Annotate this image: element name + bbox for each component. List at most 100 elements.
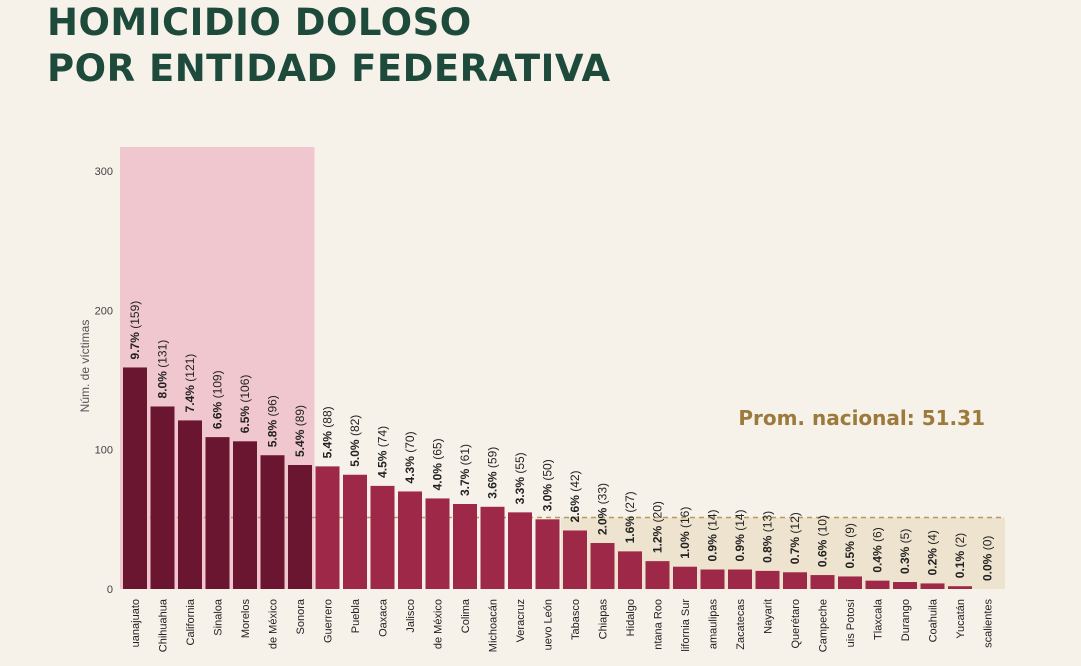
bar	[178, 420, 202, 589]
data-label-count: (20)	[651, 501, 665, 526]
data-label: 5.4% (88)	[321, 406, 335, 458]
data-label-count: (82)	[348, 415, 362, 440]
data-label: 0.6% (10)	[816, 515, 830, 567]
category-label: Hidalgo	[625, 599, 637, 636]
category-label: Puebla	[350, 598, 362, 633]
data-label-percent: 4.0%	[431, 463, 445, 491]
data-label: 6.6% (109)	[211, 370, 225, 429]
data-label: 0.9% (14)	[706, 509, 720, 561]
data-label-count: (61)	[458, 444, 472, 469]
data-label-count: (13)	[761, 511, 775, 536]
data-label: 0.4% (6)	[871, 527, 885, 572]
data-label: 0.7% (12)	[788, 512, 802, 564]
category-label: California	[185, 598, 197, 645]
data-label-count: (27)	[623, 491, 637, 516]
data-label-percent: 4.3%	[403, 456, 417, 484]
data-label-count: (5)	[898, 529, 912, 547]
bar	[453, 504, 477, 589]
category-label: Colima	[460, 598, 472, 633]
data-label-count: (6)	[871, 527, 885, 545]
data-label: 3.7% (61)	[458, 444, 472, 496]
bar	[865, 580, 890, 589]
data-label: 0.3% (5)	[898, 529, 912, 574]
data-label-percent: 0.9%	[706, 534, 720, 562]
data-label-count: (14)	[733, 509, 747, 534]
category-label: amaulipas	[708, 599, 720, 650]
bar	[370, 485, 395, 589]
data-label-percent: 3.3%	[513, 477, 527, 505]
data-label-percent: 4.5%	[376, 450, 390, 478]
bar	[893, 582, 917, 589]
bar	[233, 441, 257, 589]
data-label-percent: 1.0%	[678, 531, 692, 559]
data-label: 0.0% (0)	[981, 536, 995, 581]
data-label: 0.9% (14)	[733, 509, 747, 561]
category-label: Chiapas	[598, 599, 610, 640]
category-label: Campeche	[818, 599, 830, 652]
data-label-count: (50)	[541, 459, 555, 484]
data-label-percent: 3.7%	[458, 468, 472, 496]
data-label: 0.5% (9)	[843, 523, 857, 568]
data-label-count: (0)	[981, 536, 995, 554]
data-label-percent: 0.4%	[871, 545, 885, 573]
bar	[205, 437, 230, 589]
data-label-percent: 0.9%	[733, 534, 747, 562]
data-label-percent: 9.7%	[128, 332, 142, 360]
data-label-percent: 8.0%	[156, 371, 170, 399]
y-tick-label: 100	[95, 445, 113, 457]
data-label: 5.4% (89)	[293, 405, 307, 457]
category-label: Michoacán	[488, 599, 500, 652]
bar	[343, 474, 367, 589]
category-label: Sonora	[295, 598, 307, 634]
category-label: Chihuahua	[158, 598, 170, 652]
bar	[535, 519, 560, 589]
data-label-percent: 3.0%	[541, 484, 555, 512]
bar	[150, 406, 175, 589]
bar	[838, 576, 862, 589]
data-label-count: (96)	[266, 395, 280, 420]
data-label: 7.4% (121)	[183, 354, 197, 413]
bar	[700, 569, 725, 589]
data-label: 6.5% (106)	[238, 375, 252, 434]
data-label: 0.2% (4)	[926, 530, 940, 575]
y-axis-label: Núm. de víctimas	[78, 320, 92, 413]
data-label-percent: 2.0%	[596, 507, 610, 535]
data-label-count: (109)	[211, 370, 225, 401]
bar	[645, 561, 670, 589]
category-label: Querétaro	[790, 599, 802, 649]
data-label-percent: 5.4%	[293, 429, 307, 457]
category-label: Guerrero	[323, 599, 335, 643]
data-label-count: (4)	[926, 530, 940, 548]
bar	[948, 586, 972, 589]
data-label: 4.3% (70)	[403, 431, 417, 483]
data-label-percent: 5.4%	[321, 431, 335, 459]
data-label-count: (10)	[816, 515, 830, 540]
data-label-percent: 5.0%	[348, 439, 362, 467]
bar	[728, 569, 752, 589]
data-label-percent: 0.2%	[926, 548, 940, 576]
data-label-count: (33)	[596, 483, 610, 508]
data-label-count: (121)	[183, 354, 197, 385]
data-label-count: (106)	[238, 375, 252, 406]
data-label-count: (9)	[843, 523, 857, 541]
data-label: 4.5% (74)	[376, 426, 390, 478]
title-line-1: HOMICIDIO DOLOSO	[47, 1, 472, 44]
bar	[618, 551, 642, 589]
data-label: 2.6% (42)	[568, 470, 582, 522]
bar	[783, 572, 807, 589]
data-label-percent: 1.2%	[651, 525, 665, 553]
y-tick-label: 300	[95, 166, 113, 178]
data-label-percent: 6.6%	[211, 401, 225, 429]
data-label: 3.3% (55)	[513, 452, 527, 504]
data-label: 3.6% (59)	[486, 447, 500, 499]
y-tick-label: 0	[107, 584, 113, 596]
data-label-count: (131)	[156, 340, 170, 371]
bar	[260, 455, 285, 589]
category-label: uis Potosí	[845, 599, 857, 647]
data-label-count: (159)	[128, 301, 142, 332]
data-label-percent: 2.6%	[568, 495, 582, 523]
category-label: Coahuila	[928, 598, 940, 642]
bar	[398, 491, 422, 589]
data-label-count: (14)	[706, 509, 720, 534]
